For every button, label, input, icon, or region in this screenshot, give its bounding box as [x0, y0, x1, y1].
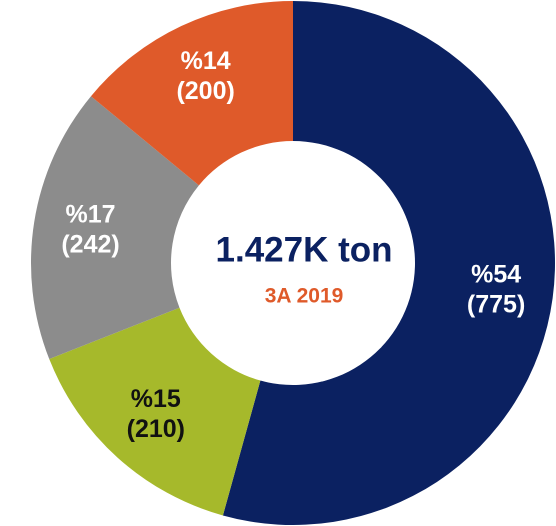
- center-title: 1.427K ton: [216, 230, 393, 269]
- percentage-label: %54: [471, 260, 521, 288]
- percentage-label: %15: [131, 385, 181, 413]
- value-label: (200): [176, 77, 234, 105]
- donut-segment: [31, 96, 199, 360]
- percentage-label: %14: [181, 47, 231, 75]
- percentage-label: %17: [66, 200, 116, 228]
- value-label: (775): [467, 290, 525, 318]
- value-label: (242): [61, 230, 119, 258]
- donut-segment: [90, 1, 293, 186]
- donut-segment: [222, 1, 556, 526]
- donut-segment: [49, 307, 261, 516]
- center-subtitle: 3A 2019: [265, 285, 344, 308]
- value-label: (210): [127, 415, 185, 443]
